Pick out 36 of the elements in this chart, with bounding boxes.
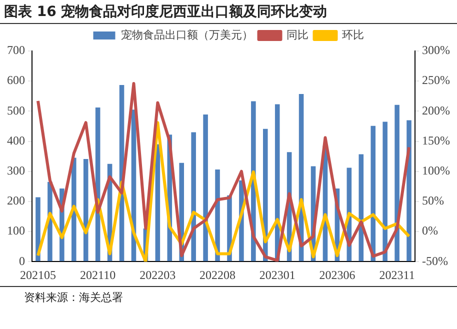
y2-tick-label: 250%: [422, 73, 450, 88]
bar: [191, 132, 196, 262]
x-tick-label: 202301: [259, 268, 296, 282]
y2-tick-label: 150%: [422, 133, 450, 148]
y-tick-label: 100: [7, 224, 25, 238]
bar: [406, 120, 412, 262]
bar: [394, 104, 400, 262]
y2-tick-label: 200%: [422, 103, 450, 118]
x-tick-label: 202311: [379, 268, 415, 282]
text: 资料来源：海关总署: [0, 286, 457, 305]
x-tick-label: 202105: [20, 268, 56, 282]
x-tick-label: 202110: [80, 268, 116, 282]
y-tick-label: 300: [7, 164, 25, 178]
legend-label: 同比: [286, 28, 308, 42]
y2-tick-label: 300%: [422, 43, 450, 58]
y-tick-label: 200: [7, 194, 25, 208]
x-tick-label: 202306: [319, 268, 356, 282]
x-tick-label: 202203: [140, 268, 176, 282]
y2-tick-label: 0%: [422, 224, 438, 238]
bar: [382, 122, 388, 262]
y-tick-label: 500: [7, 103, 25, 118]
x-tick-label: 202208: [200, 268, 236, 282]
y-tick-label: 700: [7, 43, 25, 58]
bar: [370, 126, 376, 262]
y2-tick-label: 100%: [422, 164, 450, 178]
bar: [83, 159, 88, 262]
y2-tick-label: 50%: [422, 194, 444, 208]
y2-tick-label: -50%: [422, 254, 448, 268]
y-tick-label: 400: [7, 133, 25, 148]
y-tick-label: 0: [19, 254, 25, 268]
bar: [36, 197, 40, 262]
bar: [203, 114, 208, 262]
y-tick-label: 600: [7, 73, 25, 88]
legend-label: 环比: [342, 28, 364, 42]
legend-label: 宠物食品出口额（万美元）: [120, 28, 253, 42]
chart-title: 图表 16 宠物食品对印度尼西亚出口额及同环比变动: [0, 0, 457, 24]
